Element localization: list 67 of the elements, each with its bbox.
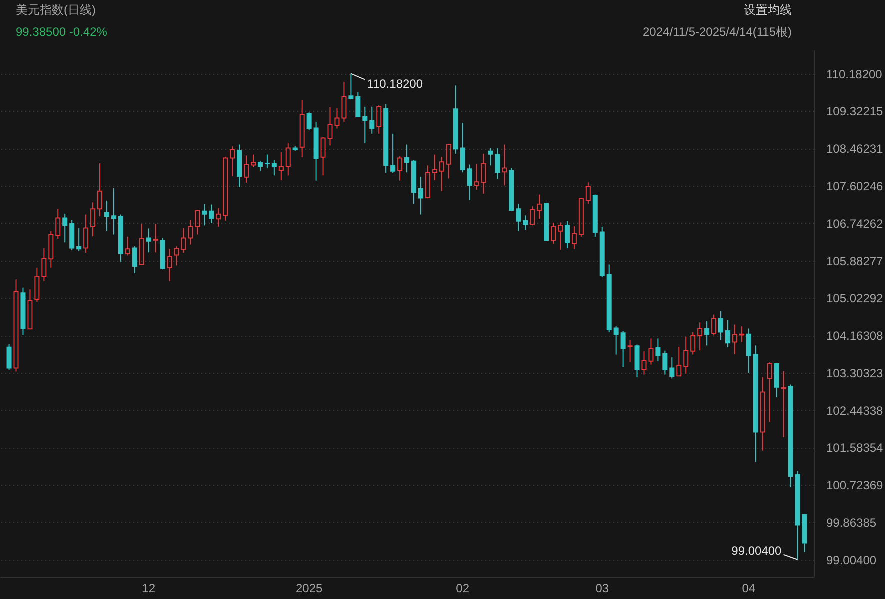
candlestick [628, 340, 633, 363]
annotation: 99.00400 [732, 544, 782, 558]
candlestick [62, 213, 68, 244]
candlestick [432, 154, 438, 181]
candlestick [502, 144, 508, 186]
y-tick-label: 108.46231 [826, 142, 884, 156]
x-tick-label: 12 [142, 582, 156, 596]
y-tick-label: 104.16308 [826, 329, 884, 344]
candlestick [216, 208, 222, 228]
candlestick [202, 204, 208, 226]
candlestick [732, 324, 738, 355]
candlestick [781, 370, 786, 438]
candlestick [300, 100, 305, 158]
candlestick [167, 248, 172, 282]
x-tick-label: 04 [742, 582, 756, 596]
y-tick-label: 109.32215 [826, 104, 884, 119]
candlestick [746, 328, 752, 374]
candlestick [404, 144, 410, 174]
candlestick [642, 350, 647, 376]
y-tick-label: 106.74262 [826, 216, 884, 231]
candlestick [286, 142, 291, 176]
text: 设置均线 [744, 3, 792, 17]
candlestick [481, 153, 486, 194]
candlestick [209, 204, 214, 224]
candlestick [90, 202, 96, 238]
candlestick [495, 148, 500, 180]
candlestick [753, 345, 758, 463]
candlestick [264, 154, 270, 169]
y-tick-label: 100.72369 [826, 478, 884, 493]
candlestick [739, 326, 744, 343]
annotation: 110.18200 [367, 76, 424, 91]
chart-subtitle: 99.38500 -0.42% [16, 25, 108, 39]
candlestick [42, 248, 47, 282]
candlestick [474, 163, 480, 191]
candlestick [725, 320, 730, 348]
candlestick [453, 85, 458, 154]
chart-title: 美元指数(日线) [16, 3, 96, 17]
candlestick [111, 188, 116, 236]
x-tick-label: 02 [456, 582, 470, 596]
candlestick [104, 200, 110, 232]
y-tick-label: 101.58354 [826, 441, 884, 456]
candlestick [278, 152, 284, 181]
candlestick [153, 223, 158, 254]
candlestick [698, 322, 703, 351]
y-tick-label: 107.60246 [826, 179, 884, 194]
candlestick [537, 194, 542, 220]
candlestick [188, 220, 194, 246]
x-tick-label: 03 [596, 582, 610, 596]
y-tick-label: 103.30323 [826, 366, 884, 380]
candlestick [684, 336, 689, 374]
candlestick [760, 376, 766, 452]
candlestick [418, 176, 424, 216]
y-tick-label: 105.88277 [826, 254, 884, 268]
y-tick-label: 99.86385 [826, 516, 877, 530]
candlestick [237, 144, 242, 188]
y-tick-label: 110.18200 [826, 67, 883, 82]
candlestick [370, 106, 375, 134]
x-tick-label: 2025 [296, 582, 323, 596]
candlestick [314, 122, 319, 182]
y-tick-label: 105.02292 [826, 292, 884, 306]
y-tick-label: 99.00400 [826, 553, 877, 568]
candlestick [97, 162, 102, 218]
text: 2024/11/5-2025/4/14(115根) [643, 25, 792, 39]
candlestick [362, 106, 368, 144]
y-tick-label: 102.44338 [826, 404, 884, 418]
candlestick [146, 228, 152, 254]
candlestick [656, 338, 661, 362]
